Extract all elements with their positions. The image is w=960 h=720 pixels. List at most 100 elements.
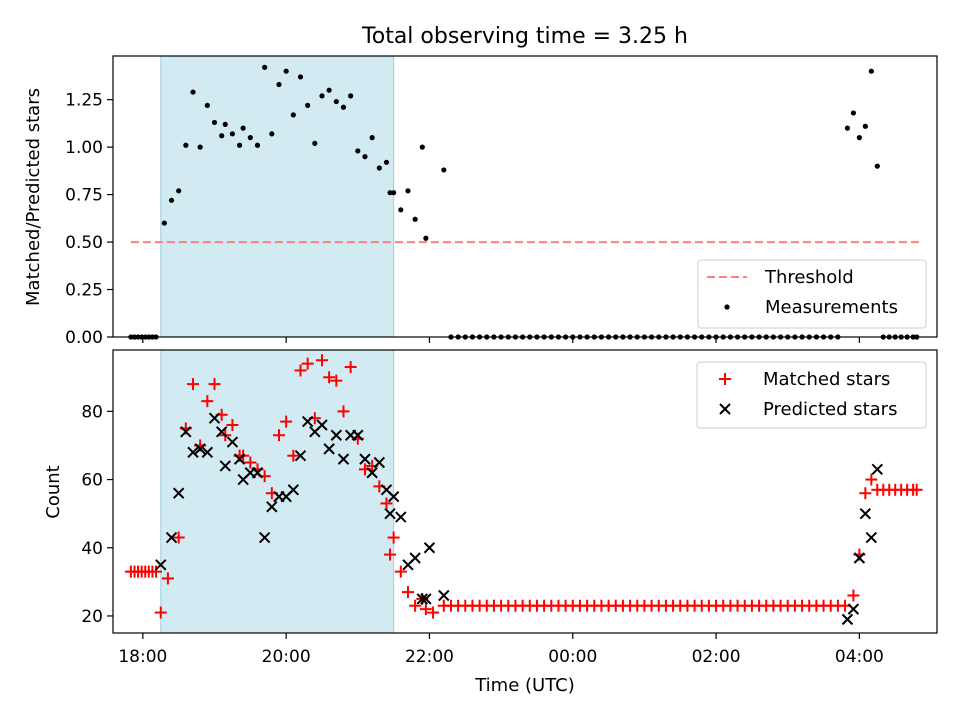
matched-star-marker [409,599,422,612]
predicted-star-marker [438,589,450,602]
predicted-star-marker [294,449,307,462]
matched-star-marker [344,361,357,374]
measurement-point [441,167,447,173]
measurement-point [176,188,182,194]
predicted-star-marker [366,467,378,479]
matched-star-marker [337,405,350,418]
measurement-point [197,144,203,150]
panel-counts-y-label: Count [43,465,64,518]
measurement-point [412,216,418,222]
predicted-star-marker [387,490,400,503]
predicted-star-marker [301,415,314,428]
measurement-point [247,135,253,141]
measurement-point [262,64,268,70]
measurement-point [844,125,851,131]
x-tick-label: 04:00 [835,647,884,667]
matched-star-marker [865,473,878,486]
measurement-point [290,112,296,118]
measurement-point [222,121,228,127]
predicted-star-marker [165,531,178,544]
predicted-star-marker [373,456,386,469]
y-tick-label: 0.25 [65,281,103,301]
predicted-star-marker [208,412,221,424]
predicted-star-marker [359,453,371,465]
figure-title: Total observing time = 3.25 h [361,24,688,49]
matched-star-marker [226,419,239,432]
legend-predicted-label: Predicted stars [763,399,897,420]
measurement-point [276,81,282,88]
x-axis-label: Time (UTC) [474,675,575,696]
panel-ratio-y-label: Matched/Predicted stars [23,88,44,306]
matched-star-marker [287,449,300,462]
predicted-star-marker [180,426,192,438]
legend-threshold-label: Threshold [764,267,854,288]
legend-bottom: Matched stars Predicted stars [696,361,927,429]
matched-star-marker [154,606,167,619]
predicted-star-marker [337,453,350,465]
measurement-point [355,148,361,154]
matched-star-marker [149,565,162,578]
measurement-point [348,93,354,99]
y-tick-label: 60 [81,471,103,491]
measurement-point [219,133,225,139]
measurement-point [211,119,218,126]
measurement-point [204,102,210,108]
measurement-point [362,154,368,160]
matched-star-marker [315,354,328,367]
panel-counts-y-ticks: 20 40 60 80 [81,402,113,627]
y-tick-label: 80 [81,402,103,422]
x-tick-label: 02:00 [692,647,741,667]
legend-measurements-swatch [724,304,730,310]
legend-bottom-box [696,361,927,429]
panel-ratio: 0.00 0.25 0.50 0.75 1.00 1.25 Matched/Predict… [23,55,938,348]
predicted-star-marker [847,603,860,615]
matched-star-marker [427,606,440,619]
predicted-star-marker [423,542,436,554]
predicted-star-marker [416,593,429,605]
legend-matched-swatch [719,373,731,385]
measurement-point [269,131,275,137]
measurement-point [391,190,397,196]
measurement-point [423,235,429,241]
matched-star-marker [387,531,400,544]
x-tick-label: 20:00 [262,647,311,667]
predicted-star-marker [233,453,246,465]
matched-star-marker [384,548,397,561]
predicted-star-marker [155,559,167,571]
y-tick-label: 40 [81,539,103,559]
measurement-point [183,142,189,148]
measurement-point [254,142,261,148]
measurement-point [240,125,246,131]
panel-counts-frame [112,349,938,634]
measurement-point [856,135,862,141]
matched-star-marker [323,371,336,384]
predicted-star-marker [266,501,278,513]
matched-star-marker [161,572,174,585]
legend-top: Threshold Measurements [697,259,927,329]
predicted-star-marker [853,552,866,564]
matched-star-markers [124,354,923,619]
panel-ratio-x-ticks [142,337,860,343]
matched-star-marker [208,378,221,391]
predicted-star-marker [187,446,199,458]
predicted-star-marker [172,487,185,499]
predicted-star-marker [258,531,271,544]
predicted-star-marker [287,484,300,496]
matched-star-marker [380,497,393,510]
predicted-star-marker [420,593,432,605]
matched-star-marker [419,603,432,616]
matched-star-marker [172,531,185,544]
legend-matched-label: Matched stars [763,369,890,390]
matched-star-marker [330,374,343,387]
legend-measurements-label: Measurements [765,297,898,318]
matched-star-marker [847,589,860,602]
matched-star-marker [294,364,307,377]
panel-ratio-frame [112,55,938,338]
matched-star-marker [187,378,200,391]
predicted-star-marker [316,419,328,431]
y-tick-label: 20 [81,607,103,627]
matched-star-marker [401,586,414,599]
y-tick-label: 1.25 [65,91,103,111]
